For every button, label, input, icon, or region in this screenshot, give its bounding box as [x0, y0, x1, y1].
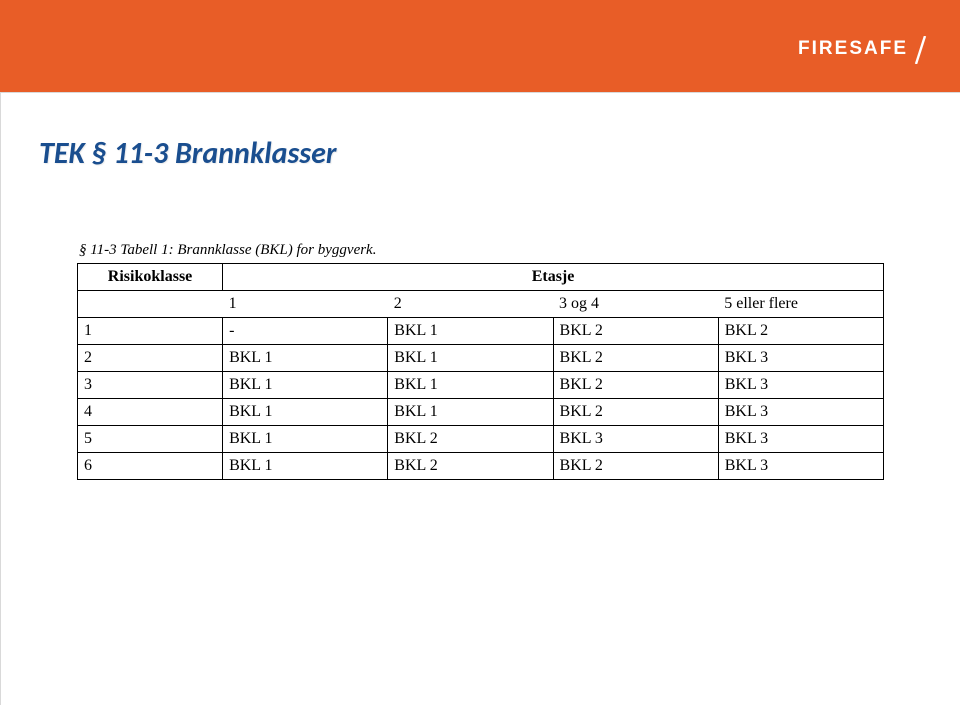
table-header-row: Risikoklasse Etasje	[78, 264, 884, 291]
subheader-cell	[78, 291, 223, 318]
cell: BKL 1	[388, 318, 553, 345]
table-caption: § 11-3 Tabell 1: Brannklasse (BKL) for b…	[79, 242, 884, 259]
cell: 6	[78, 453, 223, 480]
cell: BKL 1	[388, 372, 553, 399]
table-row: 3 BKL 1 BKL 1 BKL 2 BKL 3	[78, 372, 884, 399]
slide: FIRESAFE TEK § 11-3 Brannklasser § 11-3 …	[0, 0, 960, 705]
cell: BKL 1	[223, 453, 388, 480]
brand-name: FIRESAFE	[798, 38, 908, 60]
page-title: TEK § 11-3 Brannklasser	[39, 135, 924, 172]
cell: BKL 2	[718, 318, 883, 345]
cell: BKL 2	[388, 453, 553, 480]
cell: 3	[78, 372, 223, 399]
col-header-etasje: Etasje	[223, 264, 884, 291]
cell: BKL 2	[553, 453, 718, 480]
cell: BKL 2	[388, 426, 553, 453]
brand-slash-icon	[912, 36, 930, 70]
cell: BKL 2	[553, 372, 718, 399]
cell: BKL 2	[553, 399, 718, 426]
col-header-risk: Risikoklasse	[78, 264, 223, 291]
cell: BKL 3	[718, 399, 883, 426]
subheader-cell: 3 og 4	[553, 291, 718, 318]
table-row: 6 BKL 1 BKL 2 BKL 2 BKL 3	[78, 453, 884, 480]
subheader-cell: 5 eller flere	[718, 291, 883, 318]
cell: 4	[78, 399, 223, 426]
table-row: 5 BKL 1 BKL 2 BKL 3 BKL 3	[78, 426, 884, 453]
table-subheader-row: 1 2 3 og 4 5 eller flere	[78, 291, 884, 318]
table-row: 4 BKL 1 BKL 1 BKL 2 BKL 3	[78, 399, 884, 426]
cell: BKL 1	[388, 399, 553, 426]
cell: -	[223, 318, 388, 345]
cell: BKL 1	[223, 399, 388, 426]
subheader-cell: 2	[388, 291, 553, 318]
table-row: 2 BKL 1 BKL 1 BKL 2 BKL 3	[78, 345, 884, 372]
cell: BKL 2	[553, 345, 718, 372]
header-bar: FIRESAFE	[0, 0, 960, 92]
brand-logo: FIRESAFE	[798, 28, 930, 70]
cell: 5	[78, 426, 223, 453]
cell: BKL 3	[718, 426, 883, 453]
table-container: § 11-3 Tabell 1: Brannklasse (BKL) for b…	[77, 242, 884, 480]
brannklasse-table: Risikoklasse Etasje 1 2 3 og 4 5 eller f…	[77, 263, 884, 480]
cell: BKL 2	[553, 318, 718, 345]
cell: BKL 1	[223, 372, 388, 399]
cell: BKL 3	[718, 345, 883, 372]
cell: BKL 1	[223, 426, 388, 453]
cell: BKL 3	[718, 372, 883, 399]
cell: BKL 3	[553, 426, 718, 453]
cell: 1	[78, 318, 223, 345]
cell: BKL 1	[388, 345, 553, 372]
content-frame: TEK § 11-3 Brannklasser § 11-3 Tabell 1:…	[0, 92, 960, 705]
cell: BKL 3	[718, 453, 883, 480]
table-row: 1 - BKL 1 BKL 2 BKL 2	[78, 318, 884, 345]
cell: BKL 1	[223, 345, 388, 372]
subheader-cell: 1	[223, 291, 388, 318]
cell: 2	[78, 345, 223, 372]
